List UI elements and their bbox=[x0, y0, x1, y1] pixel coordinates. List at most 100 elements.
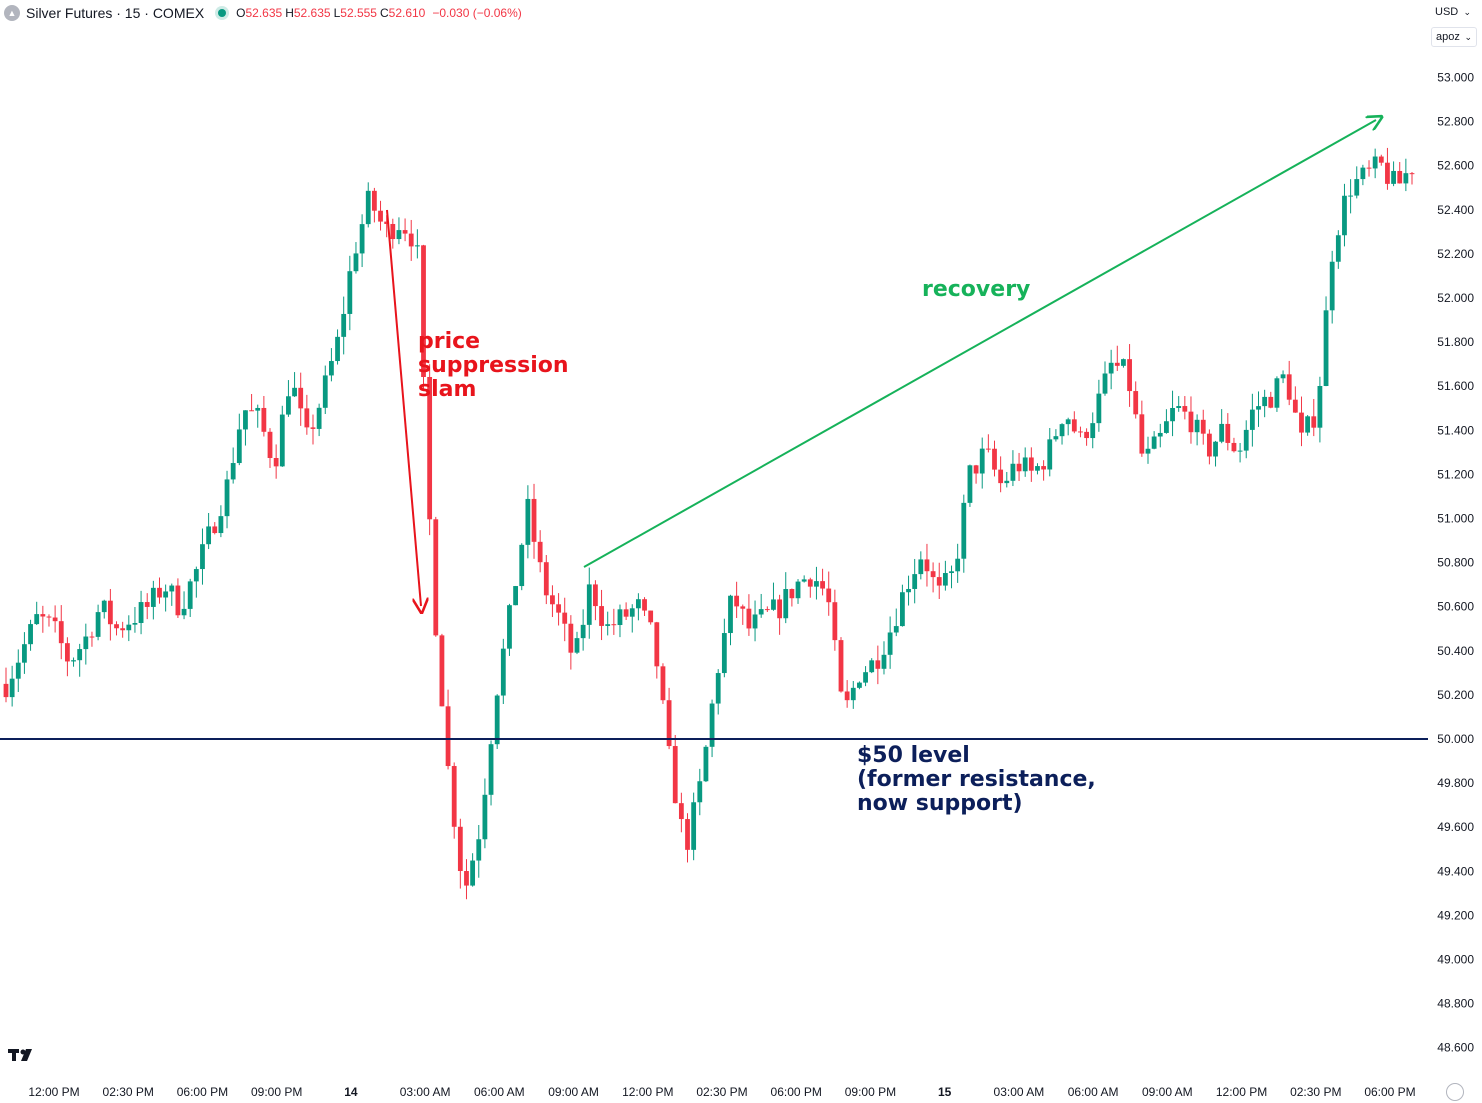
support-label-line-1: $50 level bbox=[857, 743, 970, 768]
candle-body bbox=[617, 609, 623, 626]
candle-body bbox=[1409, 173, 1415, 175]
candle-body bbox=[230, 463, 236, 480]
candle-body bbox=[1354, 179, 1360, 196]
slam-arrow[interactable] bbox=[386, 209, 421, 606]
candle-body bbox=[464, 871, 469, 886]
candle-body bbox=[83, 636, 89, 650]
candle-body bbox=[298, 387, 304, 409]
candle-body bbox=[838, 640, 844, 692]
candle-body bbox=[445, 706, 451, 767]
candle-body bbox=[292, 387, 297, 397]
candle-body bbox=[1360, 167, 1366, 180]
candle-body bbox=[22, 644, 27, 663]
y-tick-label: 52.400 bbox=[1437, 203, 1474, 217]
recovery-arrow[interactable] bbox=[583, 120, 1376, 568]
candle-body bbox=[1108, 362, 1114, 374]
candle-body bbox=[752, 614, 758, 629]
low-value: 52.555 bbox=[340, 6, 377, 20]
unit-selector[interactable]: apoz ⌄ bbox=[1431, 27, 1477, 47]
candle-body bbox=[175, 585, 181, 616]
candle-body bbox=[34, 614, 40, 625]
candle-body bbox=[157, 587, 162, 598]
candle-body bbox=[789, 589, 795, 599]
y-tick-label: 53.000 bbox=[1437, 71, 1474, 85]
tradingview-logo-icon[interactable] bbox=[8, 1046, 40, 1064]
candle-body bbox=[758, 609, 764, 615]
candle-body bbox=[1372, 156, 1378, 169]
candle-body bbox=[1256, 406, 1261, 410]
candle-body bbox=[212, 526, 218, 534]
candle-body bbox=[703, 746, 709, 782]
candle-body bbox=[697, 781, 703, 803]
candle-body bbox=[1231, 442, 1237, 452]
candle-body bbox=[138, 602, 144, 624]
candle-body bbox=[1145, 448, 1151, 454]
candle-body bbox=[1317, 385, 1323, 428]
recovery-label: recovery bbox=[922, 277, 1030, 302]
candle-body bbox=[771, 599, 776, 610]
candle-body bbox=[519, 544, 525, 587]
support-label-line-3: now support) bbox=[857, 791, 1023, 816]
candle-body bbox=[912, 574, 918, 589]
candle-body bbox=[457, 826, 463, 872]
candle-body bbox=[936, 577, 942, 586]
candles-layer bbox=[3, 147, 1415, 900]
candle-body bbox=[52, 617, 58, 622]
candle-body bbox=[1200, 419, 1206, 434]
candle-body bbox=[1286, 374, 1292, 400]
candle-body bbox=[1335, 235, 1341, 262]
y-tick-label: 49.800 bbox=[1437, 776, 1474, 790]
candle-body bbox=[629, 608, 635, 617]
candle-body bbox=[341, 313, 347, 337]
candle-body bbox=[169, 585, 175, 592]
candle-body bbox=[470, 860, 476, 886]
y-tick-label: 52.000 bbox=[1437, 291, 1474, 305]
candle-body bbox=[1065, 419, 1071, 425]
candle-body bbox=[801, 579, 807, 582]
candle-body bbox=[660, 666, 666, 701]
candle-body bbox=[1219, 423, 1225, 442]
open-label: O bbox=[236, 6, 246, 20]
candle-body bbox=[329, 361, 334, 376]
x-tick-label: 09:00 AM bbox=[548, 1085, 599, 1099]
candle-body bbox=[396, 230, 402, 240]
candle-body bbox=[1078, 431, 1083, 433]
candle-body bbox=[568, 623, 574, 653]
candle-body bbox=[1378, 156, 1384, 163]
candle-body bbox=[1164, 421, 1169, 433]
candle-body bbox=[1262, 396, 1268, 407]
currency-selector[interactable]: USD ⌄ bbox=[1431, 2, 1475, 22]
y-tick-label: 51.800 bbox=[1437, 335, 1474, 349]
candle-body bbox=[850, 687, 856, 701]
candle-body bbox=[642, 599, 647, 611]
x-tick-label: 12:00 PM bbox=[622, 1085, 673, 1099]
candle-body bbox=[967, 465, 973, 503]
y-tick-label: 51.600 bbox=[1437, 379, 1474, 393]
candle-body bbox=[513, 586, 518, 606]
change-value: −0.030 (−0.06%) bbox=[432, 6, 522, 20]
candle-body bbox=[1157, 432, 1163, 437]
candle-body bbox=[586, 584, 592, 625]
candle-body bbox=[721, 633, 727, 674]
x-tick-label: 09:00 PM bbox=[845, 1085, 896, 1099]
candle-body bbox=[1170, 407, 1175, 422]
x-tick-label: 09:00 PM bbox=[251, 1085, 302, 1099]
candle-body bbox=[1071, 419, 1077, 432]
candle-body bbox=[482, 794, 488, 840]
candle-body bbox=[550, 595, 555, 605]
candle-body bbox=[973, 465, 979, 474]
chart-settings-icon[interactable] bbox=[1446, 1083, 1464, 1101]
candle-body bbox=[777, 599, 783, 619]
y-axis: 53.000 52.800 52.600 52.400 52.200 52.000 51.8… bbox=[1437, 71, 1474, 1055]
candle-body bbox=[359, 224, 365, 254]
candle-body bbox=[942, 573, 948, 586]
slam-label-line-2: suppression bbox=[418, 353, 569, 378]
symbol-title[interactable]: Silver Futures · 15 · COMEX bbox=[26, 5, 205, 21]
x-tick-label: 06:00 AM bbox=[474, 1085, 525, 1099]
x-tick-label: 02:30 PM bbox=[103, 1085, 154, 1099]
candle-body bbox=[543, 562, 549, 596]
candle-body bbox=[900, 592, 905, 627]
x-tick-label: 06:00 PM bbox=[1364, 1085, 1415, 1099]
candle-body bbox=[1311, 416, 1317, 428]
